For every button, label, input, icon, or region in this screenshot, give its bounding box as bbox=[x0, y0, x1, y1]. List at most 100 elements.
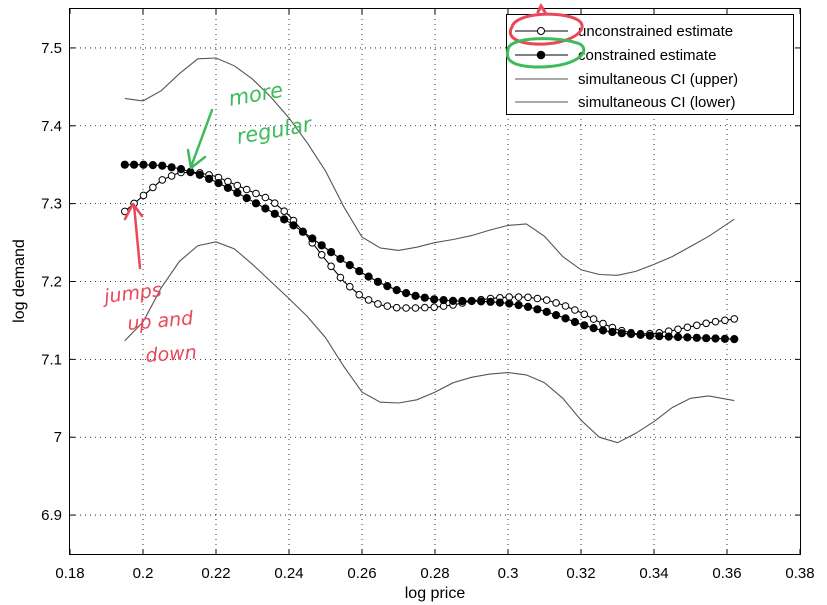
x-tick-label: 0.36 bbox=[712, 565, 741, 582]
data-point-constrained-estimate bbox=[711, 334, 720, 343]
y-tick-label: 6.9 bbox=[41, 507, 62, 524]
tick-labels: 0.18 0.2 0.22 0.24 0.26 0.28 0.3 0.32 0.34 0.36 0.… bbox=[41, 40, 814, 582]
data-point-unconstrained-estimate bbox=[402, 304, 410, 312]
data-point-constrained-estimate bbox=[270, 209, 279, 218]
data-point-unconstrained-estimate bbox=[158, 176, 167, 184]
data-point-constrained-estimate bbox=[148, 161, 157, 170]
data-point-constrained-estimate bbox=[289, 221, 298, 230]
data-point-unconstrained-estimate bbox=[693, 321, 701, 330]
data-point-constrained-estimate bbox=[505, 299, 514, 308]
data-point-unconstrained-estimate bbox=[524, 293, 532, 302]
data-point-constrained-estimate bbox=[186, 167, 195, 176]
data-point-unconstrained-estimate bbox=[561, 302, 570, 310]
data-point-constrained-estimate bbox=[402, 289, 411, 298]
data-point-unconstrained-estimate bbox=[552, 299, 560, 307]
data-point-constrained-estimate bbox=[448, 296, 458, 305]
data-point-constrained-estimate bbox=[336, 254, 345, 263]
data-point-unconstrained-estimate bbox=[336, 273, 345, 282]
data-point-unconstrained-estimate bbox=[327, 262, 335, 271]
x-tick-label: 0.3 bbox=[498, 565, 519, 582]
y-tick-label: 7.1 bbox=[41, 351, 62, 368]
data-point-constrained-estimate bbox=[486, 297, 495, 306]
data-point-unconstrained-estimate bbox=[392, 303, 401, 312]
legend-label-ci-lower: simultaneous CI (lower) bbox=[578, 94, 736, 111]
data-point-constrained-estimate bbox=[158, 161, 167, 170]
x-tick-label: 0.38 bbox=[785, 565, 814, 582]
data-point-unconstrained-estimate bbox=[242, 185, 251, 194]
data-point-constrained-estimate bbox=[467, 296, 476, 306]
data-point-constrained-estimate bbox=[373, 277, 382, 286]
data-point-unconstrained-estimate bbox=[411, 304, 420, 312]
data-point-constrained-estimate bbox=[608, 327, 617, 337]
data-point-constrained-estimate bbox=[692, 333, 701, 342]
x-axis-label: log price bbox=[405, 585, 466, 602]
data-point-unconstrained-estimate bbox=[233, 181, 242, 190]
data-point-constrained-estimate bbox=[383, 282, 392, 291]
y-tick-label: 7.2 bbox=[41, 274, 62, 291]
x-tick-label: 0.2 bbox=[133, 565, 154, 582]
legend: unconstrained estimate constrained estim… bbox=[506, 14, 794, 115]
data-point-unconstrained-estimate bbox=[149, 183, 157, 192]
data-point-constrained-estimate bbox=[570, 317, 580, 327]
data-point-constrained-estimate bbox=[533, 305, 542, 314]
data-point-constrained-estimate bbox=[589, 324, 598, 333]
data-point-unconstrained-estimate bbox=[599, 319, 607, 328]
data-point-constrained-estimate bbox=[514, 301, 523, 310]
data-point-constrained-estimate bbox=[645, 331, 655, 340]
data-point-constrained-estimate bbox=[167, 163, 176, 172]
data-point-unconstrained-estimate bbox=[571, 306, 579, 314]
series-line-simultaneous-ci-lower bbox=[124, 241, 735, 444]
x-tick-label: 0.18 bbox=[55, 565, 84, 582]
red-annotation-line-3: down bbox=[145, 341, 198, 367]
y-axis-label: log demand bbox=[11, 239, 28, 323]
green-arrow bbox=[186, 108, 214, 170]
data-point-constrained-estimate bbox=[495, 298, 504, 307]
x-tick-label: 0.26 bbox=[347, 565, 376, 582]
data-point-unconstrained-estimate bbox=[514, 293, 523, 301]
x-tick-label: 0.28 bbox=[420, 565, 449, 582]
legend-marker-unconstrained bbox=[537, 27, 545, 35]
x-tick-label: 0.22 bbox=[201, 565, 230, 582]
data-point-constrained-estimate bbox=[683, 333, 692, 342]
red-arrow bbox=[123, 202, 144, 270]
data-point-unconstrained-estimate bbox=[346, 282, 354, 291]
data-point-constrained-estimate bbox=[205, 174, 214, 183]
data-point-unconstrained-estimate bbox=[683, 323, 692, 332]
data-point-unconstrained-estimate bbox=[589, 315, 598, 323]
data-point-unconstrained-estimate bbox=[280, 207, 289, 215]
data-point-unconstrained-estimate bbox=[711, 317, 720, 326]
data-point-constrained-estimate bbox=[598, 326, 608, 335]
data-point-constrained-estimate bbox=[392, 286, 401, 295]
y-tick-label: 7.4 bbox=[41, 118, 62, 135]
data-point-constrained-estimate bbox=[176, 165, 186, 174]
legend-label-constrained: constrained estimate bbox=[578, 47, 716, 64]
data-point-unconstrained-estimate bbox=[533, 294, 542, 303]
data-point-unconstrained-estimate bbox=[721, 316, 729, 325]
data-point-constrained-estimate bbox=[655, 332, 664, 341]
series-line-simultaneous-ci-upper bbox=[124, 57, 735, 276]
legend-label-unconstrained: unconstrained estimate bbox=[578, 23, 733, 40]
data-point-unconstrained-estimate bbox=[730, 315, 739, 323]
data-point-unconstrained-estimate bbox=[542, 296, 551, 304]
data-point-constrained-estimate bbox=[720, 334, 730, 343]
x-tick-label: 0.32 bbox=[566, 565, 595, 582]
data-point-constrained-estimate bbox=[458, 296, 467, 306]
data-point-unconstrained-estimate bbox=[261, 193, 270, 202]
data-point-unconstrained-estimate bbox=[252, 189, 260, 198]
data-point-constrained-estimate bbox=[561, 314, 570, 323]
data-point-constrained-estimate bbox=[364, 272, 373, 281]
x-tick-label: 0.24 bbox=[274, 565, 303, 582]
data-point-constrained-estimate bbox=[242, 194, 251, 203]
plot-frame bbox=[69, 8, 801, 555]
data-point-constrained-estimate bbox=[439, 296, 448, 305]
data-point-constrained-estimate bbox=[355, 267, 364, 276]
data-point-constrained-estimate bbox=[702, 334, 711, 343]
data-point-constrained-estimate bbox=[411, 291, 420, 300]
data-point-constrained-estimate bbox=[261, 204, 270, 213]
ticks bbox=[69, 9, 801, 554]
data-point-constrained-estimate bbox=[673, 332, 683, 342]
data-point-constrained-estimate bbox=[214, 179, 223, 188]
data-point-constrained-estimate bbox=[523, 302, 533, 311]
data-point-constrained-estimate bbox=[195, 170, 204, 179]
